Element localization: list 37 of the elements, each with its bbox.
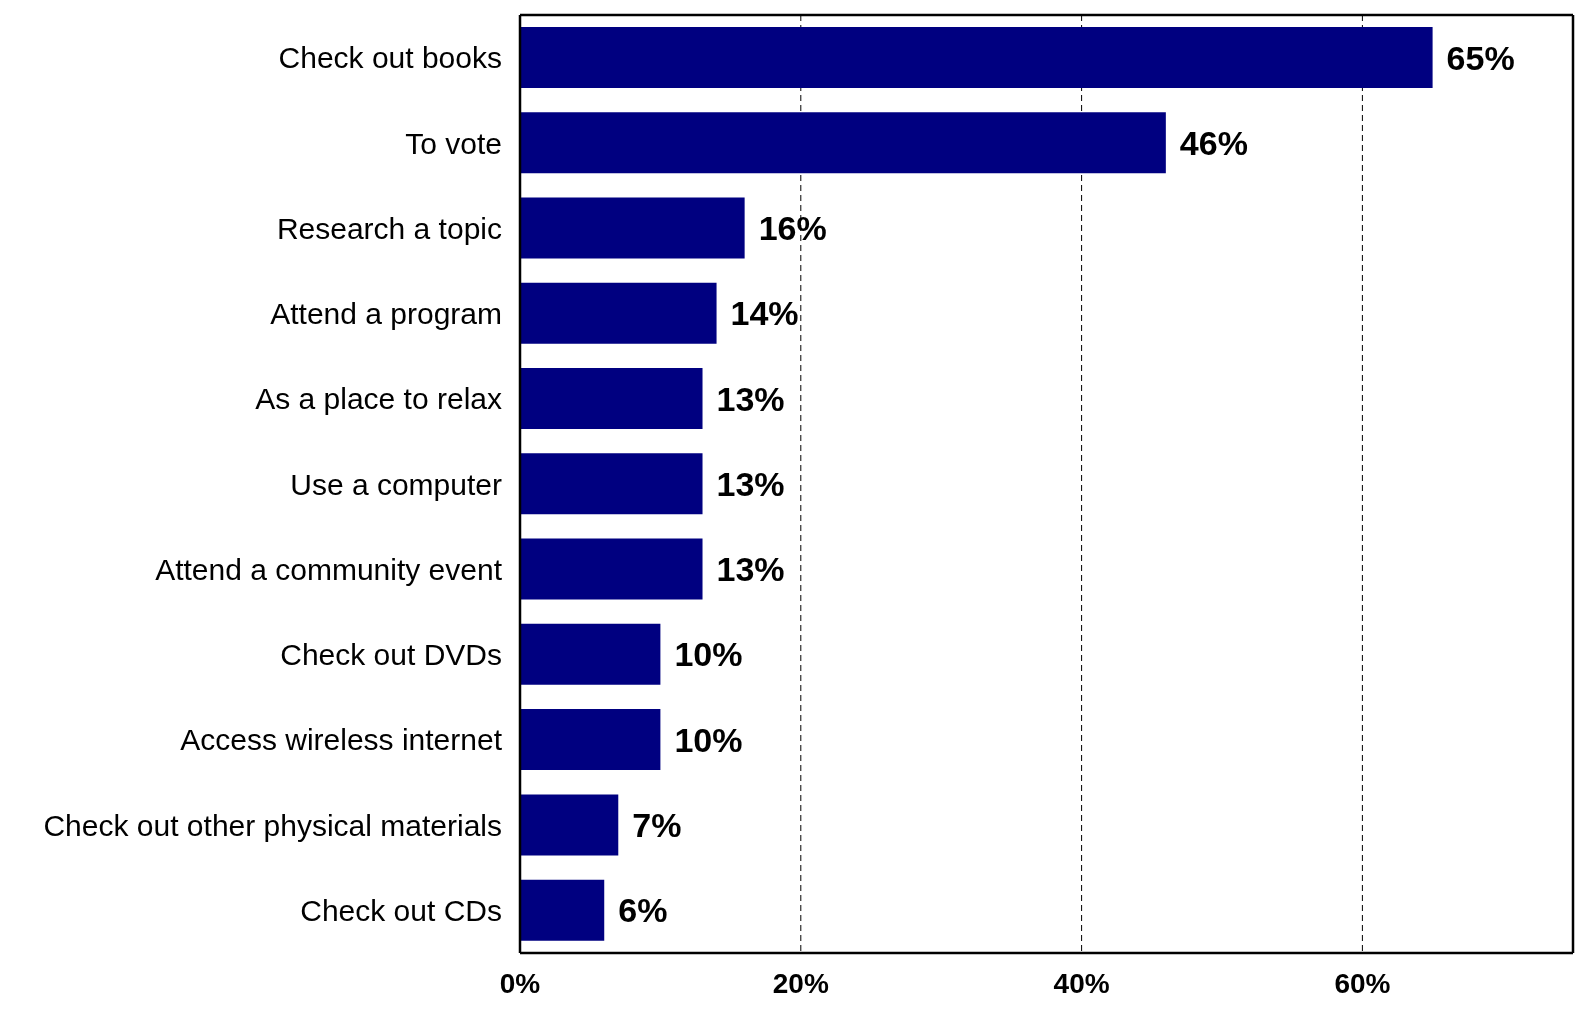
y-tick-label: Check out CDs	[300, 894, 502, 928]
data-label: 16%	[758, 209, 827, 248]
bar	[520, 197, 745, 259]
bar	[520, 453, 703, 515]
data-label: 65%	[1446, 38, 1515, 77]
data-label: 46%	[1179, 123, 1248, 162]
bar	[520, 538, 703, 600]
data-label: 10%	[674, 720, 743, 759]
bar	[520, 368, 703, 430]
y-tick-label: Use a computer	[290, 467, 502, 501]
bar	[520, 879, 605, 941]
x-tick-label: 40%	[1053, 967, 1110, 999]
data-label: 13%	[716, 379, 785, 418]
y-tick-label: To vote	[405, 126, 502, 160]
data-label: 14%	[730, 294, 799, 333]
bar	[520, 112, 1166, 174]
bar	[520, 623, 661, 685]
y-tick-label: As a place to relax	[255, 382, 502, 416]
bar	[520, 794, 619, 856]
x-tick-label: 0%	[499, 967, 541, 999]
y-tick-label: Attend a program	[270, 297, 502, 331]
bar	[520, 282, 717, 344]
data-label: 6%	[618, 891, 668, 930]
data-label: 13%	[716, 464, 785, 503]
y-tick-label: Check out DVDs	[280, 638, 502, 672]
x-tick-label: 20%	[772, 967, 829, 999]
y-tick-label: Attend a community event	[155, 552, 503, 586]
y-tick-label: Research a topic	[276, 211, 502, 245]
bar	[520, 26, 1433, 88]
y-tick-label: Access wireless internet	[180, 723, 503, 757]
data-label: 7%	[632, 805, 682, 844]
x-tick-label: 60%	[1334, 967, 1391, 999]
data-label: 13%	[716, 550, 785, 589]
y-tick-label: Check out other physical materials	[43, 808, 502, 842]
bar	[520, 709, 661, 771]
y-tick-label: Check out books	[278, 41, 502, 75]
data-label: 10%	[674, 635, 743, 674]
